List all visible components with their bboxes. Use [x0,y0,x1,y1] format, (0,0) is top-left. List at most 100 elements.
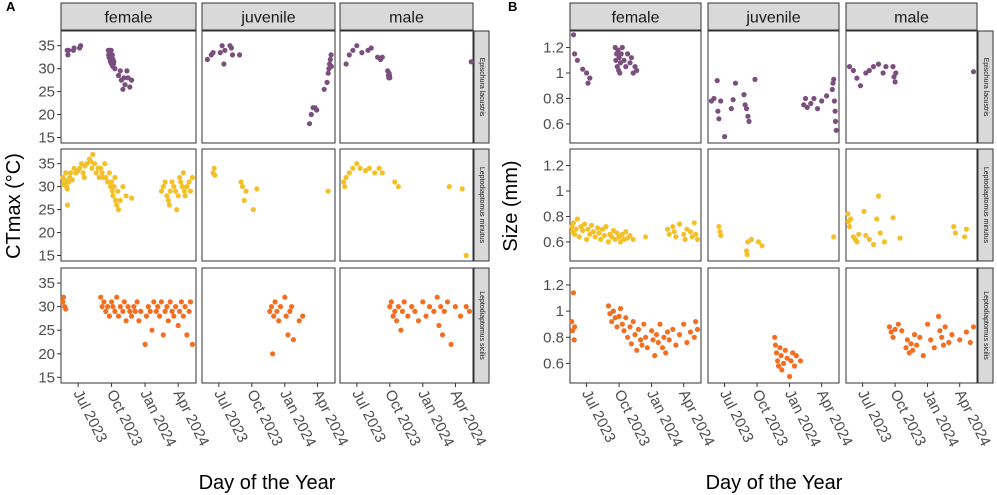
data-point [346,170,352,176]
data-point [169,179,175,185]
data-point [778,353,784,359]
data-point [634,67,640,74]
row-strip [473,148,490,262]
plot-panel [707,148,840,262]
data-point [415,318,422,324]
data-point [928,337,934,343]
data-point [610,308,617,314]
data-point [570,220,577,226]
data-point [171,184,177,190]
data-point [395,304,401,310]
data-point [63,306,69,312]
data-point [787,373,793,380]
data-point [619,321,625,327]
data-point [846,64,853,70]
row-strip-label: Epischura lacustris [478,58,485,117]
data-point [655,339,661,346]
data-point [179,184,185,190]
data-point [718,232,724,239]
data-point [892,326,898,332]
data-point [109,179,115,185]
data-point [91,161,98,167]
data-point [643,234,649,240]
data-point [857,83,864,89]
data-point [681,231,687,237]
data-point [186,179,192,185]
data-point [917,334,923,340]
data-point [797,358,804,364]
data-point [109,52,115,58]
y-tick-label: 25 [38,202,55,219]
data-point [434,294,440,300]
data-point [341,179,347,185]
data-point [866,236,872,242]
data-point [129,195,135,201]
data-point [173,304,179,310]
data-point [899,328,905,334]
data-point [222,47,228,53]
data-point [722,134,728,140]
data-point [576,234,582,240]
y-axis-title: CTmax (°C) [3,153,25,259]
facet-label-male: male [389,10,424,27]
data-point [187,188,194,194]
data-point [572,231,578,237]
data-point [103,174,109,181]
row-strip-label: Epischura lacustris [982,58,989,117]
facet-label-male: male [894,10,929,27]
x-axis-title: Day of the Year [706,472,843,494]
data-point [587,75,593,81]
data-point [666,337,672,343]
data-point [833,127,839,133]
data-point [399,308,405,314]
data-point [254,186,260,192]
data-point [854,75,860,81]
data-point [285,332,291,338]
data-point [401,299,407,305]
data-point [584,70,590,76]
y-tick-label: 30 [38,299,55,316]
data-point [880,70,886,76]
data-point [691,334,697,340]
data-point [438,304,444,310]
data-point [327,56,333,63]
y-tick-label: 1.2 [543,277,564,294]
y-tick-label: 35 [38,38,55,55]
data-point [875,193,882,199]
panel-label: B [508,0,517,14]
row-strip-label: Leptodiaptomus sicilis [982,291,989,360]
data-point [405,313,411,319]
data-point [321,86,327,92]
data-point [632,64,638,70]
data-point [630,236,636,242]
data-point [594,225,601,231]
data-point [283,313,289,319]
data-point [175,322,181,329]
data-point [808,100,814,107]
data-point [65,52,71,58]
data-point [728,106,734,112]
data-point [585,80,591,86]
data-point [436,322,442,329]
data-point [184,184,190,190]
data-point [877,230,883,236]
data-point [614,230,620,236]
data-point [325,70,331,76]
data-point [127,84,133,90]
plot-panel [845,30,978,144]
data-point [346,52,352,58]
data-point [861,208,867,214]
data-point [883,64,889,70]
data-point [106,313,112,319]
data-point [71,45,77,51]
data-point [570,32,577,38]
data-point [189,341,195,347]
data-point [167,188,173,194]
data-point [870,64,877,70]
data-point [117,197,123,203]
data-point [129,313,135,319]
data-point [957,337,963,343]
data-point [99,304,105,310]
data-point [108,47,114,53]
facet-strip-female [569,2,702,31]
